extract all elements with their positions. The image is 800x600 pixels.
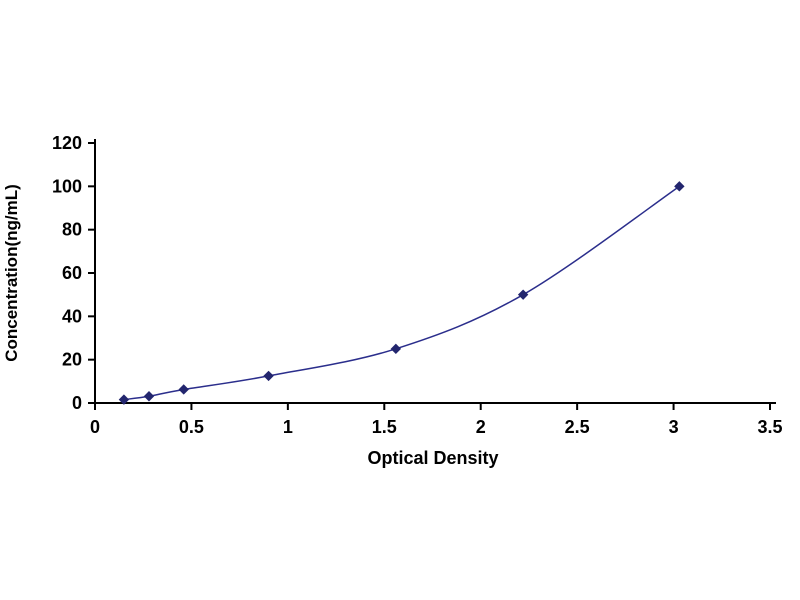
y-tick-label: 80 bbox=[62, 220, 82, 240]
x-tick-label: 2.5 bbox=[565, 417, 590, 437]
y-tick-label: 0 bbox=[72, 393, 82, 413]
x-tick-label: 3 bbox=[669, 417, 679, 437]
y-tick-label: 40 bbox=[62, 306, 82, 326]
curve-line bbox=[123, 185, 680, 401]
y-axis-title: Concentration(ng/mL) bbox=[2, 184, 21, 362]
x-axis-title: Optical Density bbox=[367, 448, 499, 468]
x-tick-label: 0.5 bbox=[179, 417, 204, 437]
y-tick-label: 120 bbox=[52, 133, 82, 153]
y-tick-label: 20 bbox=[62, 350, 82, 370]
data-point-marker bbox=[517, 289, 529, 300]
x-tick-label: 0 bbox=[90, 417, 100, 437]
x-tick-label: 3.5 bbox=[757, 417, 782, 437]
x-tick-label: 1.5 bbox=[372, 417, 397, 437]
data-point-marker bbox=[263, 370, 274, 382]
data-point-marker bbox=[674, 181, 685, 192]
y-tick-label: 60 bbox=[62, 263, 82, 283]
data-point-marker bbox=[118, 394, 130, 405]
x-tick-label: 1 bbox=[283, 417, 293, 437]
data-point-marker bbox=[390, 343, 402, 355]
data-point-marker bbox=[143, 391, 155, 402]
y-tick-label: 100 bbox=[52, 176, 82, 196]
data-point-marker bbox=[178, 384, 189, 395]
x-tick-label: 2 bbox=[476, 417, 486, 437]
